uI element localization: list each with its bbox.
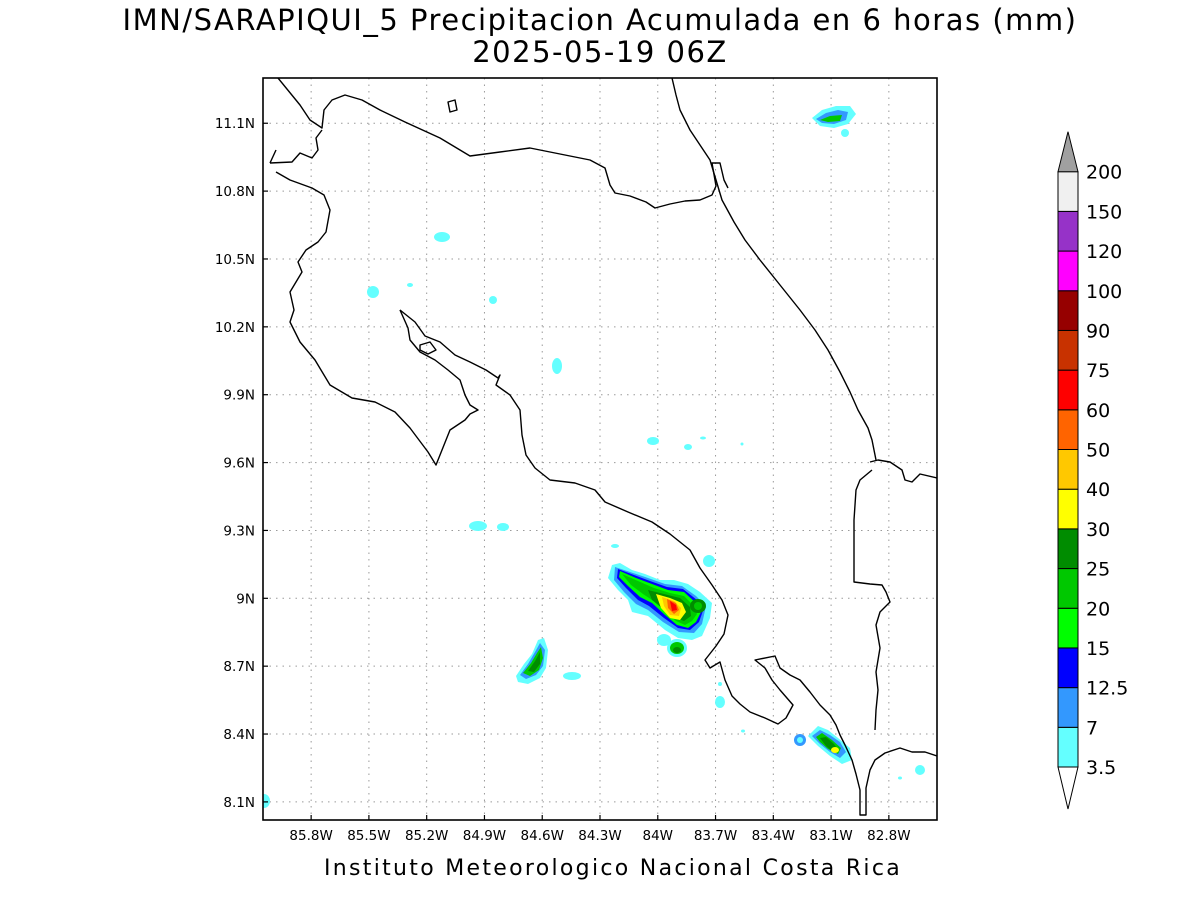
- pacific-coast-central: [399, 309, 937, 816]
- lat-tick-label-7: 9N: [236, 591, 255, 607]
- coastline-and-borders: [269, 78, 937, 816]
- legend-label-4: 20: [1086, 598, 1110, 620]
- legend-swatch-3: [1057, 607, 1079, 649]
- legend-arrow-top: [1057, 131, 1079, 173]
- panama-border: [869, 459, 937, 483]
- lon-tick-label-2: 85.2W: [405, 828, 448, 844]
- caribbean-coast: [671, 78, 877, 461]
- map-title: IMN/SARAPIQUI_5 Precipitacion Acumulada …: [122, 3, 1078, 37]
- legend-label-0: 3.5: [1086, 757, 1116, 779]
- lon-tick-label-9: 83.1W: [809, 828, 852, 844]
- lat-tick-label-10: 8.1N: [223, 795, 255, 811]
- legend-swatch-9: [1057, 369, 1079, 411]
- lon-tick-label-8: 83.4W: [752, 828, 795, 844]
- legend-swatch-0: [1057, 726, 1079, 768]
- lon-tick-label-5: 84.3W: [578, 828, 621, 844]
- legend-swatch-5: [1057, 528, 1079, 570]
- lat-tick-label-6: 9.3N: [223, 523, 255, 539]
- legend-label-5: 25: [1086, 559, 1110, 581]
- legend-swatch-4: [1057, 568, 1079, 609]
- lat-tick-label-1: 10.8N: [215, 184, 255, 200]
- panama-border-south: [853, 469, 891, 731]
- legend-swatch-12: [1057, 250, 1079, 292]
- northern-border: [277, 78, 729, 209]
- lon-tick-label-1: 85.5W: [347, 828, 390, 844]
- legend-swatch-2: [1057, 647, 1079, 689]
- lat-tick-label-8: 8.7N: [223, 659, 255, 675]
- lon-tick-label-0: 85.8W: [289, 828, 332, 844]
- precipitation-patches: [263, 106, 925, 808]
- legend-swatch-8: [1057, 409, 1079, 450]
- color-legend: 3.5 7 12.5 15 20 25 30 40 50 60 75 90 100 120 150 200: [1057, 131, 1128, 810]
- legend-swatch-7: [1057, 449, 1079, 490]
- legend-label-15: 200: [1086, 162, 1122, 184]
- legend-label-11: 90: [1086, 320, 1110, 342]
- legend-label-2: 12.5: [1086, 678, 1128, 700]
- lat-tick-label-2: 10.5N: [215, 252, 255, 268]
- legend-label-9: 60: [1086, 400, 1110, 422]
- lat-tick-label-0: 11.1N: [215, 116, 255, 132]
- lon-tick-label-7: 83.7W: [694, 828, 737, 844]
- pacific-coast-north: [269, 129, 323, 164]
- lon-tick-label-4: 84.6W: [521, 828, 564, 844]
- map-gridlines: [263, 78, 937, 820]
- credit-text: Instituto Meteorologico Nacional Costa R…: [323, 856, 903, 881]
- legend-label-13: 120: [1086, 241, 1122, 263]
- bay-west: [269, 149, 277, 164]
- legend-label-10: 75: [1086, 360, 1110, 382]
- legend-label-3: 15: [1086, 638, 1110, 660]
- legend-swatch-1: [1057, 687, 1079, 728]
- legend-swatch-10: [1057, 329, 1079, 371]
- legend-label-14: 150: [1086, 201, 1122, 223]
- legend-swatch-6: [1057, 488, 1079, 530]
- lat-tick-label-5: 9.6N: [223, 456, 255, 472]
- lat-tick-label-9: 8.4N: [223, 727, 255, 743]
- legend-swatch-14: [1057, 171, 1079, 212]
- gulf-island: [419, 341, 437, 355]
- lon-tick-label-6: 84W: [643, 828, 674, 844]
- legend-arrow-bottom: [1057, 766, 1079, 810]
- legend-label-1: 7: [1086, 717, 1098, 739]
- map-subtitle: 2025-05-19 06Z: [472, 35, 728, 69]
- legend-label-8: 50: [1086, 440, 1110, 462]
- lon-tick-label-10: 82.8W: [867, 828, 910, 844]
- pacific-coast-guanacaste: [275, 171, 479, 466]
- legend-label-7: 40: [1086, 479, 1110, 501]
- lon-tick-label-3: 84.9W: [463, 828, 506, 844]
- legend-swatch-13: [1057, 210, 1079, 252]
- legend-label-6: 30: [1086, 519, 1110, 541]
- rain-cell-central-pacific-60: [670, 601, 677, 611]
- map-axis-labels: 85.8W 85.5W 85.2W 84.9W 84.6W 84.3W 84W 83.7W 83…: [215, 116, 911, 844]
- legend-label-12: 100: [1086, 281, 1122, 303]
- lat-tick-label-3: 10.2N: [215, 320, 255, 336]
- island-north: [447, 99, 458, 113]
- lat-tick-label-4: 9.9N: [223, 388, 255, 404]
- legend-swatch-11: [1057, 290, 1079, 331]
